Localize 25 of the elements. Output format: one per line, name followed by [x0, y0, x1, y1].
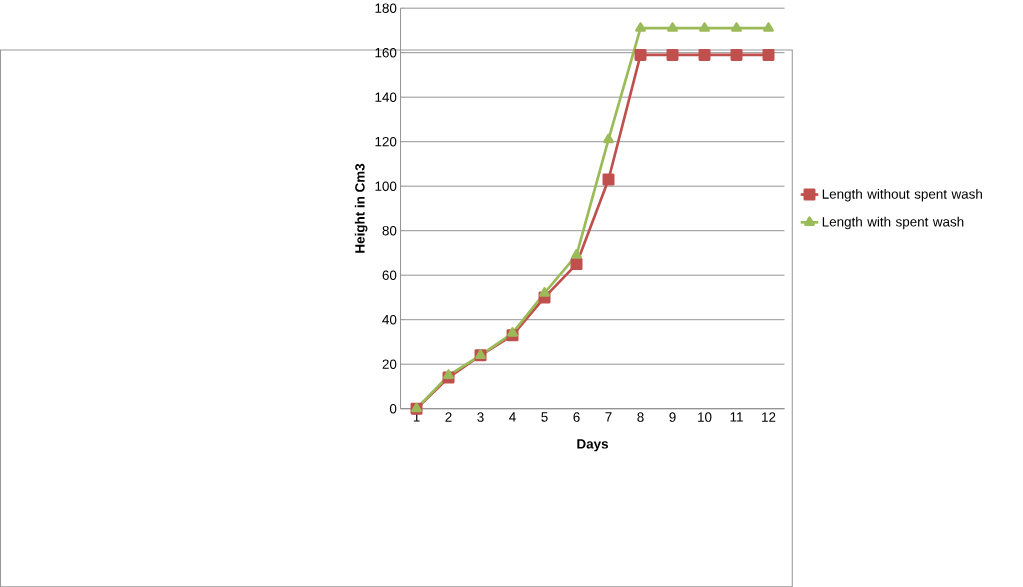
legend-label: Length without spent wash: [822, 188, 982, 202]
x-tick-label: 6: [573, 412, 580, 422]
y-tick-label: 40: [382, 314, 397, 325]
y-tick-label: 60: [382, 270, 397, 280]
y-tick-label: 100: [375, 181, 397, 191]
x-tick-label: 3: [477, 412, 484, 422]
x-tick-label: 4: [509, 412, 516, 422]
y-axis-title: Height in Cm3: [354, 163, 368, 253]
x-tick-label: 10: [698, 412, 712, 422]
y-tick-label: 160: [375, 47, 397, 58]
x-tick-label: 11: [730, 412, 743, 422]
y-tick-label: 120: [375, 136, 397, 147]
y-tick-label: 20: [382, 359, 397, 369]
y-tick-label: 180: [375, 3, 397, 13]
x-tick-label: 12: [762, 412, 776, 422]
x-axis-title: Days: [577, 439, 608, 452]
x-tick-label: 7: [605, 412, 612, 422]
x-tick-label: 8: [637, 412, 644, 422]
y-tick-label: 140: [375, 92, 397, 102]
x-tick-label: 9: [669, 412, 676, 422]
x-tick-label: 2: [445, 412, 452, 422]
y-tick-label: 80: [382, 225, 397, 236]
legend-label: Length with spent wash: [822, 216, 964, 230]
y-tick-label: 0: [389, 403, 397, 414]
x-tick-label: 5: [541, 412, 548, 422]
